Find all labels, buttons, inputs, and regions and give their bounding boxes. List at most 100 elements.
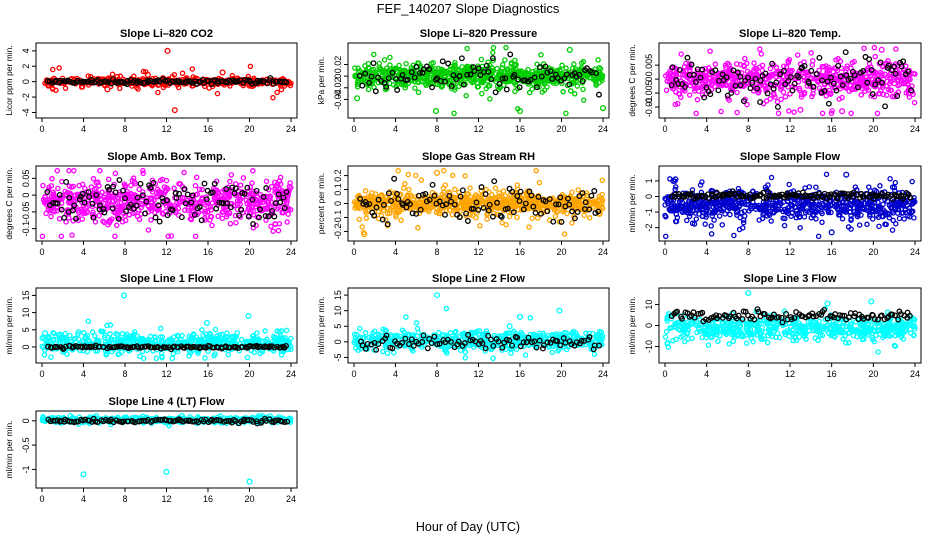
data-point xyxy=(559,62,565,69)
reference-point xyxy=(503,86,510,93)
data-point xyxy=(734,89,740,96)
data-point xyxy=(786,181,792,188)
panel-title: Slope Li–820 Temp. xyxy=(739,28,841,40)
data-point xyxy=(526,89,533,96)
data-point xyxy=(418,177,425,183)
data-point xyxy=(412,172,419,179)
data-point xyxy=(145,227,152,233)
data-point xyxy=(285,211,291,217)
data-point xyxy=(122,217,129,224)
x-tick-label: 0 xyxy=(662,247,667,257)
data-point xyxy=(727,211,733,218)
data-point xyxy=(247,63,254,70)
y-tick-label: 10 xyxy=(21,308,31,318)
outlier-point xyxy=(566,46,573,53)
x-tick-label: 12 xyxy=(161,124,171,134)
data-point xyxy=(249,180,255,186)
data-point xyxy=(793,208,800,214)
data-point xyxy=(447,66,453,73)
x-tick-label: 16 xyxy=(203,124,213,134)
reference-point xyxy=(488,76,495,83)
data-point xyxy=(686,92,693,98)
data-point xyxy=(801,74,807,81)
data-point xyxy=(587,201,594,207)
data-point xyxy=(780,199,787,205)
data-point xyxy=(810,212,817,219)
reference-point xyxy=(448,83,455,89)
data-points xyxy=(39,167,294,240)
data-point xyxy=(494,65,500,72)
data-point xyxy=(148,217,154,223)
data-point xyxy=(823,171,830,178)
x-tick-label: 16 xyxy=(203,247,213,257)
data-point xyxy=(114,222,120,229)
x-tick-label: 0 xyxy=(662,124,667,134)
data-point xyxy=(208,207,214,213)
data-point xyxy=(765,85,771,91)
data-point xyxy=(882,71,888,78)
reference-point xyxy=(383,83,390,90)
data-point xyxy=(225,351,232,358)
x-tick-label: 12 xyxy=(161,369,171,379)
data-point xyxy=(467,185,473,191)
data-point xyxy=(284,219,290,225)
data-point xyxy=(227,221,234,227)
data-point xyxy=(181,169,187,176)
x-tick-label: 12 xyxy=(785,247,795,257)
x-tick-label: 16 xyxy=(827,124,837,134)
data-point xyxy=(533,167,539,174)
data-point xyxy=(192,182,199,189)
data-point xyxy=(534,215,541,221)
x-tick-label: 4 xyxy=(704,247,709,257)
data-point xyxy=(678,51,684,57)
data-point xyxy=(782,94,789,100)
data-points xyxy=(352,44,607,117)
data-point xyxy=(449,172,456,179)
data-point xyxy=(794,52,801,58)
reference-point xyxy=(372,88,379,95)
x-tick-label: 24 xyxy=(286,124,296,134)
reference-point xyxy=(178,79,185,86)
reference-point xyxy=(394,87,401,93)
outlier-point xyxy=(599,105,607,112)
data-point xyxy=(49,66,56,73)
reference-point xyxy=(391,175,398,182)
reference-point xyxy=(366,79,373,86)
data-point xyxy=(171,185,177,192)
data-point xyxy=(694,96,701,103)
reference-point xyxy=(531,74,538,81)
data-point xyxy=(808,50,814,56)
data-point xyxy=(708,223,714,229)
data-point xyxy=(484,216,490,222)
reference-point xyxy=(882,103,888,110)
data-point xyxy=(356,216,363,223)
reference-point xyxy=(439,58,446,65)
reference-point xyxy=(547,68,554,75)
reference-point xyxy=(201,180,208,187)
data-point xyxy=(848,226,854,232)
data-point xyxy=(478,56,485,63)
reference-point xyxy=(362,70,369,77)
data-point xyxy=(758,51,765,57)
data-point xyxy=(489,49,496,56)
reference-point xyxy=(596,91,602,98)
outlier-point xyxy=(171,107,178,114)
data-point xyxy=(887,87,894,93)
data-point xyxy=(48,213,54,220)
data-point xyxy=(893,46,899,52)
data-point xyxy=(40,182,46,189)
reference-point xyxy=(464,218,471,224)
data-point xyxy=(415,79,422,86)
data-point xyxy=(371,51,377,58)
data-point xyxy=(175,205,182,212)
panel-title: Slope Li–820 CO2 xyxy=(120,28,213,40)
data-point xyxy=(742,55,748,62)
data-point xyxy=(415,224,421,231)
data-point xyxy=(397,67,403,73)
data-point xyxy=(858,92,865,98)
reference-point xyxy=(408,69,415,76)
reference-point xyxy=(399,72,406,78)
data-point xyxy=(502,57,508,63)
data-point xyxy=(240,175,247,181)
